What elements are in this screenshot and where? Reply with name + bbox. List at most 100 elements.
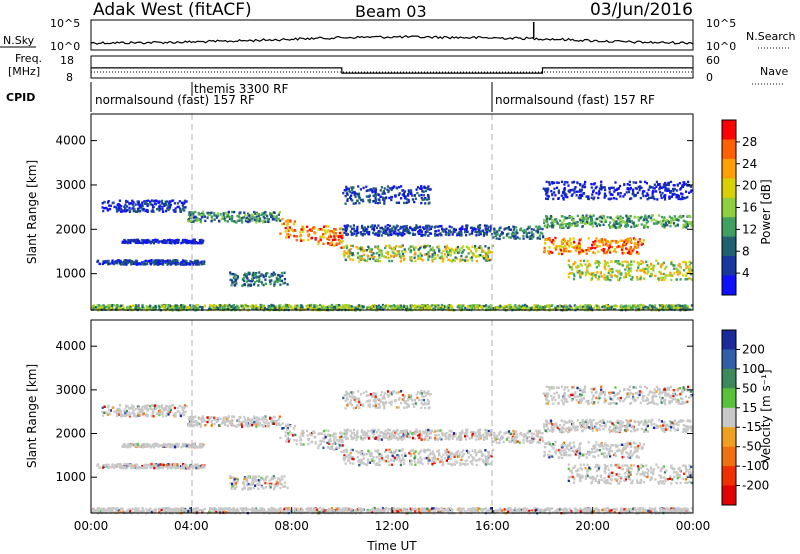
power-cell-4026	[371, 308, 374, 311]
power-cell-4190	[399, 306, 402, 309]
power-cell-1824	[420, 201, 423, 205]
power-cell-4259	[402, 305, 405, 308]
power-cell-171	[120, 210, 123, 213]
power-cell-901	[186, 262, 189, 265]
power-cell-3974	[390, 305, 393, 308]
power-cell-4089	[278, 306, 281, 309]
power-cell-920	[174, 262, 177, 265]
power-cell-2309	[623, 276, 626, 279]
power-cell-4290	[660, 304, 663, 307]
power-cell-4367	[396, 304, 399, 308]
velocity-scatter	[91, 385, 694, 515]
velocity-cell-340	[273, 419, 276, 423]
power-cell-939	[153, 263, 156, 266]
velocity-cell-103	[152, 404, 155, 407]
power-cell-2836	[566, 226, 569, 229]
power-cell-213	[208, 211, 211, 215]
power-cell-3303	[188, 304, 192, 307]
power-cell-4425	[336, 307, 339, 311]
power-cell-79	[152, 205, 155, 209]
power-cell-2518	[611, 267, 614, 271]
power-colorbar-label: Power [dB]	[759, 179, 773, 244]
power-cell-3087	[682, 197, 685, 200]
power-cell-3294	[612, 304, 615, 308]
power-cell-421	[320, 235, 324, 239]
power-cell-3640	[589, 305, 593, 308]
power-cell-4030	[642, 308, 645, 311]
power-cell-4121	[261, 304, 264, 307]
power-cell-1524	[487, 225, 490, 228]
power-cell-1936	[493, 230, 496, 234]
power-cell-682	[134, 240, 137, 243]
power-cell-1555	[355, 234, 358, 237]
power-cell-2082	[589, 247, 593, 250]
power-cell-339	[266, 214, 269, 218]
power-cell-1378	[442, 257, 445, 260]
power-cell-2002	[509, 228, 513, 231]
power-cell-4257	[300, 304, 303, 307]
power-cell-3	[128, 210, 131, 213]
power-cell-4134	[639, 307, 642, 310]
power-cell-152	[106, 201, 110, 204]
power-cell-3845	[475, 305, 478, 308]
power-cell-3104	[609, 192, 612, 196]
power-cell-184	[153, 199, 156, 203]
power-cell-637	[164, 240, 167, 243]
power-cell-405	[290, 228, 293, 231]
power-cell-1798	[394, 195, 397, 198]
power-cell-148	[140, 206, 143, 209]
power-cell-26	[131, 203, 134, 206]
power-cell-1910	[368, 189, 371, 192]
power-cell-1702	[418, 229, 421, 233]
power-cell-192	[275, 215, 278, 218]
power-cell-3931	[100, 306, 103, 309]
power-cell-2355	[589, 264, 592, 267]
velocity-cell-236	[258, 424, 261, 427]
power-cell-683	[134, 238, 137, 242]
power-cell-871	[181, 260, 184, 264]
power-cell-3265	[614, 305, 617, 308]
power-cell-3914	[368, 306, 371, 309]
power-cell-3442	[228, 306, 231, 310]
velocity-cell-92	[168, 410, 172, 413]
power-cell-411	[288, 226, 291, 229]
power-cell-512	[333, 228, 336, 231]
power-cell-2830	[618, 225, 621, 228]
power-cell-2866	[614, 181, 617, 184]
velocity-cell-387	[270, 419, 273, 422]
power-cell-1028	[269, 280, 272, 283]
power-cell-3110	[590, 196, 593, 199]
power-cell-1408	[481, 229, 485, 232]
power-cell-2104	[578, 246, 581, 250]
power-cell-3423	[259, 308, 262, 311]
power-cell-3858	[111, 307, 114, 310]
velocity-cell-53	[103, 411, 106, 414]
power-cell-4132	[384, 305, 387, 308]
power-cell-3739	[115, 307, 118, 310]
power-cell-2357	[624, 260, 627, 263]
power-cell-3065	[603, 196, 606, 199]
power-cell-578	[131, 239, 134, 242]
power-cell-1033	[229, 273, 232, 276]
power-cell-2972	[580, 190, 583, 193]
power-cell-2648	[650, 219, 653, 222]
power-cell-2420	[621, 264, 624, 267]
power-cell-1031	[233, 274, 236, 277]
power-cell-4392	[620, 304, 623, 307]
power-cell-3893	[356, 305, 359, 308]
power-cell-4350	[653, 304, 656, 307]
power-cell-347	[201, 216, 204, 219]
power-cell-1109	[411, 245, 414, 248]
power-cell-2364	[684, 278, 687, 281]
power-cell-1390	[408, 248, 411, 251]
power-cell-1276	[414, 251, 417, 254]
power-cell-4041	[393, 307, 396, 311]
power-cell-3028	[667, 189, 670, 192]
power-cell-1047	[257, 275, 261, 278]
power-cell-131	[156, 208, 159, 211]
power-cell-3975	[391, 307, 394, 310]
power-cell-870	[179, 263, 182, 266]
power-cell-1544	[470, 232, 474, 235]
power-cell-1051	[249, 279, 252, 283]
power-cell-1893	[428, 188, 431, 191]
